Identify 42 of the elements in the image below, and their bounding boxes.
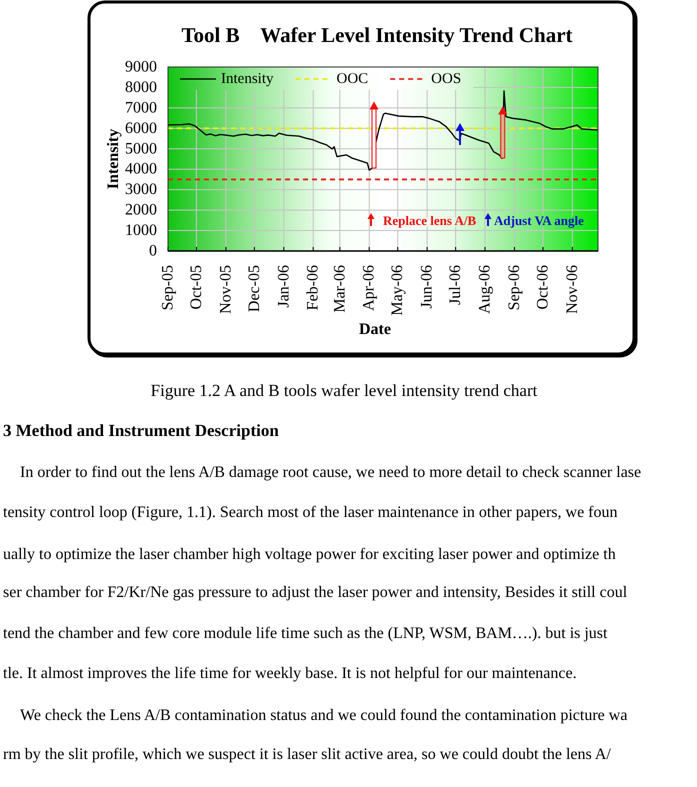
y-tick-label: 1000 [125,222,157,240]
y-tick-label: 3000 [125,181,157,198]
x-tick-label: Oct-06 [534,265,552,310]
y-tick-label: 0 [149,242,157,260]
y-tick-label: 5000 [125,140,157,158]
text: We check the Lens A/B contamination status and we could found the contamination picture wa [20,707,628,724]
y-tick-label: 6000 [125,120,157,137]
x-tick-label: Dec-05 [246,265,263,312]
x-tick-label: Sep-06 [506,265,523,310]
text: tend the chamber and few core module life time such as the (LNP, WSM, BAM….). but is just [3,625,608,642]
x-tick-label: Feb-06 [304,265,322,310]
text: rm by the slit profile, which we suspect it is laser slit active area, so we could doubt the lens A/ [3,746,612,763]
x-tick-label: Nov-06 [564,265,581,314]
x-tick-label: Mar-06 [331,265,348,313]
x-tick-label: May-06 [389,265,406,316]
text: tensity control loop (Figure, 1.1). Search most of the laser maintenance in other papers, we foun [3,504,618,521]
y-tick-label: 7000 [125,99,157,116]
x-tick-label: Apr-06 [360,265,378,311]
caption: Figure 1.2 A and B tools wafer level intensity trend chart [150,381,538,400]
chart-title: Tool B Wafer Level Intensity Trend Chart [181,23,573,47]
y-tick-label: 2000 [125,202,157,219]
text: In order to find out the lens A/B damage root cause, we need to more detail to check scanner lase [20,464,642,481]
text: tle. It almost improves the life time for weekly base. It is not helpful for our maintenance. [3,665,577,682]
annotation: Replace lens A/B [383,212,476,228]
x-axis-title: Date [359,320,391,338]
legend-label: OOS [431,71,462,87]
x-tick-label: Sep-05 [160,265,176,310]
y-tick-label: 4000 [125,160,157,178]
x-tick-label: Jun-06 [418,265,436,309]
text: ually to optimize the laser chamber high voltage power for exciting laser power and optimize th [3,546,616,563]
x-tick-label: Aug-06 [476,265,494,314]
x-tick-label: Jan-06 [275,265,292,308]
legend-label: Intensity [221,71,274,87]
text: ser chamber for F2/Kr/Ne gas pressure to adjust the laser power and intensity, Besides it still coul [3,584,628,601]
y-tick-label: 9000 [125,58,157,76]
x-tick-label: Jul-06 [447,265,464,305]
x-tick-label: Nov-05 [217,265,234,314]
legend-label: OOC [336,71,368,87]
x-tick-label: Oct-05 [188,265,205,310]
y-axis-title: Intensity [104,128,122,190]
y-tick-label: 8000 [125,78,157,96]
text: 3 Method and Instrument Description [3,421,280,440]
